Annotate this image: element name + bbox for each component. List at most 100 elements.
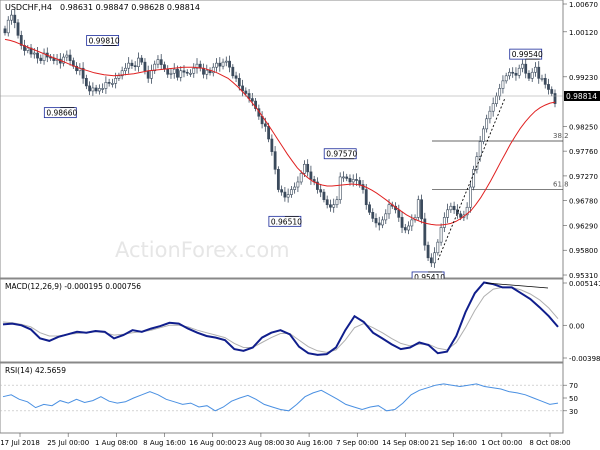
candle-body [306, 163, 310, 173]
watermark: ActionForex.com [115, 238, 290, 262]
candle-body [495, 95, 498, 104]
rsi-title: RSI(14) 42.5659 [5, 366, 66, 375]
candle-body [452, 205, 456, 211]
candle-body [42, 52, 46, 61]
candle-body [120, 70, 124, 77]
price-label-text: 0.95410 [414, 273, 445, 282]
candle-body [358, 180, 362, 185]
price-axis-label: 1.00120 [569, 29, 598, 37]
trend-line [437, 97, 506, 261]
candle-body [202, 67, 205, 75]
candle-body [49, 56, 52, 59]
rsi-axis-label: 70 [569, 382, 578, 390]
price-label-text: 0.99810 [89, 36, 120, 45]
fibonacci-level-label: 38.2 [553, 132, 569, 140]
candle-body [374, 218, 378, 224]
candle-body [244, 90, 248, 94]
candle-body [241, 85, 244, 92]
price-axis-label: 1.00670 [569, 1, 598, 9]
candle-body [521, 63, 524, 69]
candle-body [65, 54, 69, 58]
candle-body [228, 60, 231, 68]
candle-body [322, 191, 326, 200]
candle-body [192, 67, 196, 74]
candle-body [97, 88, 101, 92]
time-axis-label: 21 Sep 16:00 [430, 439, 477, 447]
candle-body [309, 171, 313, 180]
candle-body [263, 123, 267, 127]
current-price-tag [564, 91, 600, 101]
candle-body [3, 28, 7, 34]
candle-body [511, 71, 515, 74]
candle-body [338, 176, 342, 200]
candle-body [426, 244, 430, 259]
candle-body [39, 57, 43, 61]
rsi-axis-label: 30 [569, 408, 578, 416]
time-axis-label: 25 Jul 00:00 [47, 439, 89, 447]
candle-body [368, 204, 371, 213]
price-axis: 1.00670 1.00120 0.99230 0.98250 0.97760 0.972… [563, 1, 598, 280]
time-axis-label: 30 Aug 16:00 [285, 439, 332, 447]
candle-body [195, 63, 199, 69]
candle-body [446, 209, 450, 218]
current-price-text: 0.98814 [566, 92, 597, 101]
candle-body [169, 72, 173, 75]
macd-main-line [2, 281, 559, 356]
candle-body [140, 57, 144, 63]
candle-body [397, 209, 401, 218]
macd-title: MACD(12,26,9) -0.000195 0.000756 [5, 282, 141, 291]
candle-body [146, 70, 150, 79]
candle-body [221, 61, 225, 67]
candle-body [104, 82, 108, 89]
candle-body [387, 204, 391, 215]
candle-body [215, 62, 218, 68]
macd-panel: MACD(12,26,9) -0.000195 0.000756 0.00514… [0, 278, 600, 363]
candle-body [491, 103, 495, 112]
candle-body [26, 47, 30, 51]
price-axis-label: 0.95800 [569, 247, 598, 255]
candle-body [501, 80, 505, 89]
time-axis: 17 Jul 2018 25 Jul 00:00 1 Aug 08:00 8 Aug … [0, 433, 571, 447]
candle-body [543, 78, 547, 85]
candle-body [342, 176, 345, 179]
candle-body [553, 93, 557, 104]
fibonacci-lines: 38.2 61.8 [432, 132, 569, 190]
price-axis-label: 0.95310 [569, 272, 598, 280]
candle-body [416, 199, 420, 218]
time-axis-label: 7 Sep 00:00 [336, 439, 378, 447]
candle-body [117, 75, 121, 79]
candle-body [537, 66, 541, 79]
candle-body [534, 66, 537, 73]
candle-body [293, 186, 297, 190]
candle-body [433, 252, 436, 264]
candle-body [16, 22, 20, 36]
candle-body [371, 212, 375, 219]
candle-body [472, 169, 476, 188]
candle-body [6, 19, 10, 34]
candle-body [159, 59, 163, 65]
candle-body [329, 204, 332, 208]
candle-body [316, 181, 319, 190]
candle-body [276, 169, 280, 190]
candle-body [361, 184, 365, 190]
candle-body [439, 227, 443, 243]
candle-body [332, 204, 336, 208]
candle-body [335, 199, 339, 206]
time-axis-label: 8 Oct 08:00 [529, 439, 570, 447]
candle-body [153, 63, 157, 72]
candle-body [296, 181, 300, 188]
candle-body [130, 62, 134, 66]
price-axis-label: 0.98250 [569, 123, 598, 131]
candle-body [550, 89, 554, 94]
macd-axis-label: -0.003982 [569, 355, 600, 363]
candle-body [524, 63, 528, 74]
candle-body [530, 71, 534, 79]
candle-body [68, 54, 72, 61]
ohlc-values: 0.98631 0.98847 0.98628 0.98814 [60, 3, 200, 12]
candle-body [400, 217, 404, 228]
candle-body [319, 189, 323, 193]
candle-body [465, 206, 469, 216]
candle-body [410, 219, 414, 227]
candle-body [384, 213, 388, 221]
price-axis-label: 0.97270 [569, 173, 598, 181]
